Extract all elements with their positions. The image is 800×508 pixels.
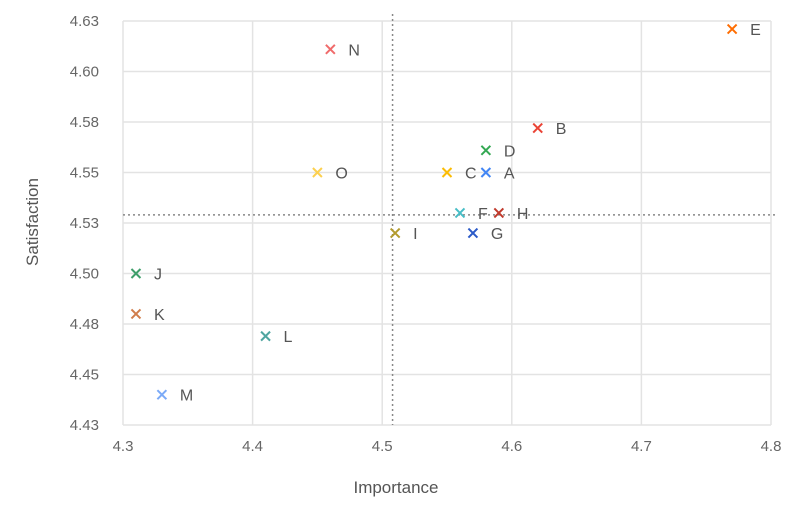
y-tick-label: 4.45: [70, 367, 99, 384]
y-tick-label: 4.43: [70, 417, 99, 434]
x-marker-icon: [480, 167, 492, 178]
x-tick-label: 4.8: [761, 438, 782, 455]
point-label: J: [154, 267, 162, 284]
x-marker-icon: [441, 167, 453, 178]
point-label: B: [556, 121, 567, 138]
x-tick-label: 4.6: [501, 438, 522, 455]
point-label: F: [478, 206, 488, 223]
point-label: O: [335, 166, 347, 183]
data-point-e: E: [726, 22, 761, 39]
y-axis-ticks: 4.43 4.45 4.48 4.50 4.53 4.55 4.58 4.60 4.63: [70, 13, 99, 434]
y-tick-label: 4.63: [70, 13, 99, 30]
y-tick-label: 4.60: [70, 64, 99, 81]
x-marker-icon: [726, 23, 738, 35]
data-point-k: K: [130, 307, 165, 324]
x-tick-label: 4.3: [113, 438, 134, 455]
gridlines: [122, 20, 772, 426]
data-point-h: H: [493, 206, 529, 223]
point-label: L: [284, 329, 293, 346]
y-tick-label: 4.58: [70, 114, 99, 131]
x-marker-icon: [532, 122, 543, 134]
x-marker-icon: [156, 389, 168, 400]
data-point-f: F: [454, 206, 488, 223]
data-point-j: J: [130, 267, 162, 284]
data-point-b: B: [532, 121, 567, 138]
data-points: A B C D E FGH I J K L M N O: [130, 22, 761, 405]
x-marker-icon: [467, 227, 479, 239]
x-marker-icon: [130, 308, 142, 320]
x-axis-title: Importance: [353, 478, 438, 497]
data-point-m: M: [156, 388, 193, 405]
x-marker-icon: [389, 227, 401, 239]
x-axis-ticks: 4.3 4.4 4.5 4.6 4.7 4.8: [113, 438, 782, 455]
x-marker-icon: [312, 167, 323, 178]
reference-lines: [123, 14, 778, 425]
y-tick-label: 4.50: [70, 266, 99, 283]
x-tick-label: 4.7: [631, 438, 652, 455]
y-axis-title: Satisfaction: [23, 178, 42, 266]
data-point-a: A: [480, 166, 515, 183]
x-marker-icon: [480, 145, 492, 156]
x-marker-icon: [454, 207, 466, 219]
x-marker-icon: [325, 44, 336, 55]
data-point-g: G: [467, 226, 503, 243]
point-label: A: [504, 166, 515, 183]
data-point-i: I: [389, 226, 418, 243]
point-label: E: [750, 22, 761, 39]
data-point-o: O: [312, 166, 348, 183]
point-label: M: [180, 388, 193, 405]
y-tick-label: 4.53: [70, 215, 99, 232]
y-tick-label: 4.48: [70, 316, 99, 333]
x-tick-label: 4.4: [242, 438, 263, 455]
point-label: N: [348, 42, 360, 59]
point-label: H: [517, 206, 529, 223]
data-point-c: C: [441, 166, 477, 183]
x-marker-icon: [130, 268, 142, 279]
x-marker-icon: [493, 207, 505, 219]
data-point-l: L: [260, 329, 293, 346]
point-label: I: [413, 226, 417, 243]
point-label: G: [491, 226, 503, 243]
x-marker-icon: [260, 330, 271, 342]
data-point-n: N: [325, 42, 360, 59]
y-tick-label: 4.55: [70, 165, 99, 182]
x-tick-label: 4.5: [372, 438, 393, 455]
data-point-d: D: [480, 143, 516, 160]
point-label: C: [465, 166, 477, 183]
point-label: K: [154, 307, 165, 324]
point-label: D: [504, 143, 516, 160]
